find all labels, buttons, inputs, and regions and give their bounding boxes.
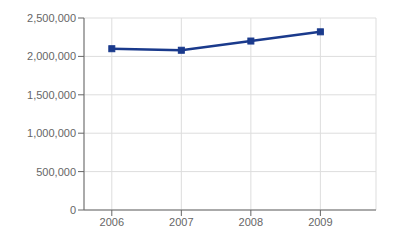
svg-text:0: 0	[70, 204, 76, 216]
svg-text:1,500,000: 1,500,000	[27, 89, 76, 101]
svg-text:1,000,000: 1,000,000	[27, 127, 76, 139]
svg-text:2008: 2008	[239, 216, 263, 228]
svg-text:500,000: 500,000	[36, 166, 76, 178]
svg-text:2,500,000: 2,500,000	[27, 12, 76, 24]
svg-text:2009: 2009	[308, 216, 332, 228]
svg-text:2,000,000: 2,000,000	[27, 50, 76, 62]
svg-text:2006: 2006	[100, 216, 124, 228]
svg-text:2007: 2007	[169, 216, 193, 228]
